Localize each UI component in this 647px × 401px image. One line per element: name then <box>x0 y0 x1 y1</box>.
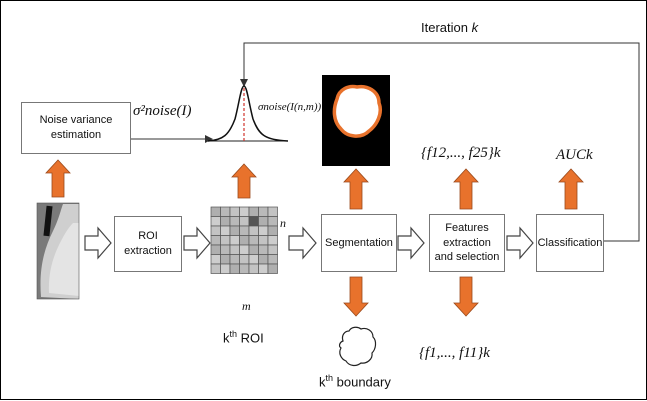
flow-arrow-3 <box>288 226 317 260</box>
roi-grid-cell <box>239 244 250 255</box>
orange-arrows <box>45 159 584 317</box>
roi-grid-cell <box>220 216 231 227</box>
roi-grid-cell <box>267 263 278 274</box>
orange-arrow-to-boundary <box>343 276 369 317</box>
roi-grid-cell <box>248 225 259 236</box>
roi-grid-cell <box>267 225 278 236</box>
roi-grid-cell <box>239 225 250 236</box>
roi-grid-cell <box>258 235 269 246</box>
flow-arrow-2 <box>183 226 211 260</box>
iteration-feedback-line <box>243 42 640 242</box>
orange-arrow-to-gaussian <box>231 163 257 199</box>
roi-grid-cell <box>220 254 231 265</box>
orange-arrow-to-noise-estimation <box>45 159 71 198</box>
roi-grid-cell <box>210 235 221 246</box>
roi-grid-cell <box>258 206 269 217</box>
flow-arrow-1 <box>84 226 112 260</box>
grid-n-label: n <box>280 216 286 230</box>
segmentation-image <box>322 75 390 166</box>
roi-grid-cell <box>239 206 250 217</box>
features-extraction-box: Features extraction and selection <box>429 214 505 272</box>
roi-grid-cell <box>229 263 240 274</box>
noise-variance-label: σ²noise(I) <box>133 103 192 119</box>
initial-features-label: {f1,..., f11}k <box>419 345 490 361</box>
selected-features-label: {f12,..., f25}k <box>421 145 501 161</box>
roi-grid-cell <box>229 225 240 236</box>
roi-grid-cell <box>248 244 259 255</box>
boundary-caption: kth boundary <box>319 373 391 390</box>
roi-grid-cell <box>229 254 240 265</box>
boundary-outline <box>338 326 377 367</box>
roi-caption: kth ROI <box>223 329 264 346</box>
roi-grid-cell <box>267 254 278 265</box>
roi-grid-cell <box>248 216 259 227</box>
roi-grid-cell <box>220 244 231 255</box>
roi-grid-cell <box>239 216 250 227</box>
orange-arrow-to-segmentation-image <box>343 168 369 210</box>
grid-m-label: m <box>242 299 251 313</box>
flow-arrow-4 <box>397 226 425 260</box>
local-noise-label: σnoise(I(n,m)) <box>258 101 322 113</box>
orange-arrow-to-selected-features <box>453 168 479 210</box>
orange-arrow-to-auc <box>558 168 584 210</box>
roi-grid-cell <box>220 263 231 274</box>
segmentation-box: Segmentation <box>321 214 397 272</box>
gaussian-curve <box>207 85 289 142</box>
roi-grid-cell <box>210 244 221 255</box>
lesion-region <box>332 84 382 138</box>
roi-grid-cell <box>267 235 278 246</box>
roi-grid-cell <box>248 206 259 217</box>
roi-grid-cell <box>210 263 221 274</box>
roi-grid-cell <box>258 225 269 236</box>
roi-grid-cell <box>258 263 269 274</box>
roi-grid-cell <box>220 235 231 246</box>
roi-grid-cell <box>210 206 221 217</box>
roi-grid-cell <box>239 254 250 265</box>
roi-grid-cell <box>210 254 221 265</box>
flow-arrow-5 <box>506 226 534 260</box>
roi-grid-cell <box>239 263 250 274</box>
classification-box: Classification <box>536 214 604 272</box>
roi-grid-cell <box>229 235 240 246</box>
roi-grid-cell <box>267 216 278 227</box>
roi-grid-cell <box>210 216 221 227</box>
roi-grid <box>210 206 278 274</box>
roi-extraction-box: ROI extraction <box>114 216 182 272</box>
roi-grid-cell <box>239 235 250 246</box>
roi-grid-cell <box>267 206 278 217</box>
roi-grid-cell <box>210 225 221 236</box>
roi-grid-cell <box>229 206 240 217</box>
iteration-label: Iteration k <box>421 20 479 35</box>
ultrasound-image <box>36 202 80 300</box>
roi-grid-cell <box>220 225 231 236</box>
orange-arrow-to-initial-features <box>453 276 479 317</box>
roi-grid-cell <box>248 254 259 265</box>
auc-label: AUCk <box>556 147 593 163</box>
sigma-arrowhead <box>205 135 213 143</box>
iteration-arrowhead <box>240 79 248 87</box>
flow-arrows <box>84 226 534 260</box>
noise-variance-estimation-box: Noise variance estimation <box>21 102 131 154</box>
roi-grid-cell <box>258 254 269 265</box>
roi-grid-cell <box>248 235 259 246</box>
roi-grid-cell <box>248 263 259 274</box>
roi-grid-cell <box>229 216 240 227</box>
roi-grid-cell <box>258 216 269 227</box>
roi-grid-cell <box>258 244 269 255</box>
roi-grid-cell <box>267 244 278 255</box>
roi-grid-cell <box>220 206 231 217</box>
roi-grid-cell <box>229 244 240 255</box>
